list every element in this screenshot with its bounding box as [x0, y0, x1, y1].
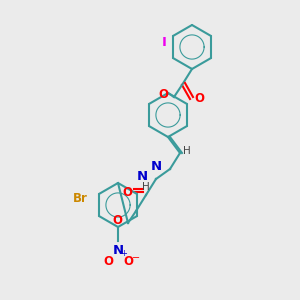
Text: O: O [194, 92, 204, 106]
Text: O: O [103, 255, 113, 268]
Text: +: + [120, 249, 127, 258]
Text: O: O [158, 88, 168, 101]
Text: I: I [162, 37, 167, 50]
Text: N: N [112, 244, 124, 257]
Text: O: O [123, 255, 133, 268]
Text: O: O [122, 187, 132, 200]
Text: H: H [142, 182, 150, 192]
Text: H: H [183, 146, 191, 156]
Text: N: N [137, 170, 148, 184]
Text: Br: Br [73, 193, 88, 206]
Text: −: − [132, 253, 140, 263]
Text: O: O [112, 214, 122, 227]
Text: N: N [151, 160, 162, 173]
